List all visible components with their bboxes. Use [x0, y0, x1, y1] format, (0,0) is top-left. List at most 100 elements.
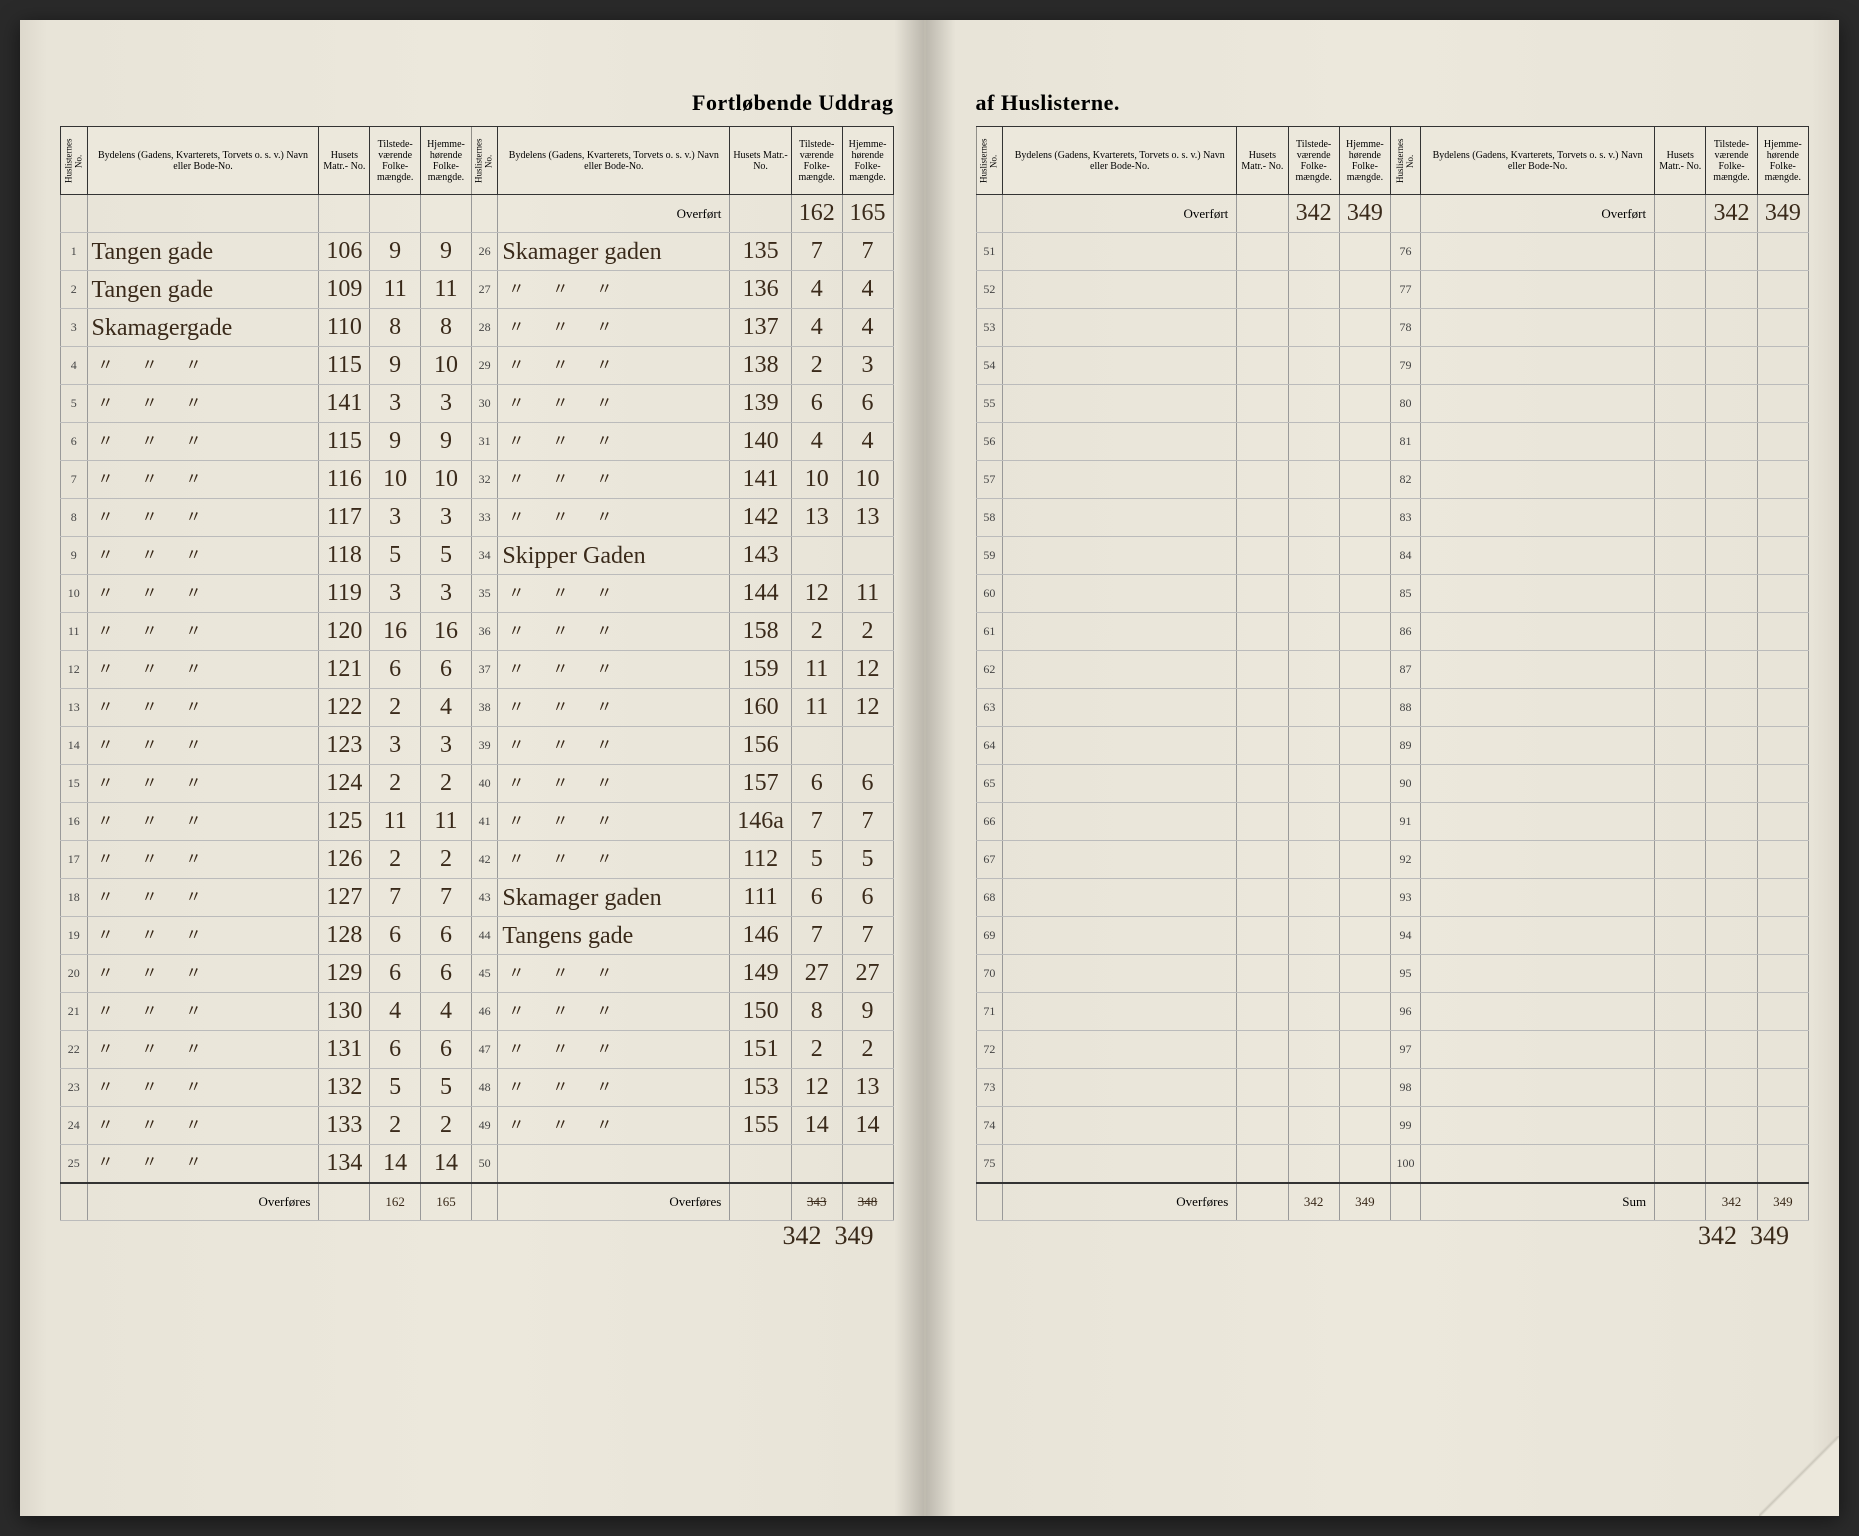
row-no: 14 — [61, 727, 88, 765]
row-no: 47 — [471, 1031, 498, 1069]
left-page: Fortløbende Uddrag Huslisternes No. Byde… — [20, 20, 926, 1516]
overfort-B-hjemme: 165 — [842, 195, 893, 233]
row-name-ditto: 〃〃〃 — [498, 385, 730, 423]
row-no: 77 — [1391, 271, 1421, 309]
hdr-A-bydelens: Bydelens (Gadens, Kvarterets, Torvets o.… — [87, 127, 319, 195]
row-name: Tangens gade — [498, 917, 730, 955]
row-num: 3 — [421, 727, 472, 765]
row-name-ditto: 〃〃〃 — [498, 727, 730, 765]
row-no: 92 — [1391, 841, 1421, 879]
row-num: 124 — [319, 765, 370, 803]
row-no: 11 — [61, 613, 88, 651]
row-num: 116 — [319, 461, 370, 499]
table-row: 20〃〃〃12966 45〃〃〃1492727 — [61, 955, 894, 993]
row-num: 6 — [842, 879, 893, 917]
row-no: 8 — [61, 499, 88, 537]
row-name-ditto: 〃〃〃 — [498, 613, 730, 651]
row-no: 4 — [61, 347, 88, 385]
row-num: 6 — [791, 765, 842, 803]
row-num: 111 — [730, 879, 791, 917]
table-row: 2Tangen gade1091111 27〃〃〃13644 — [61, 271, 894, 309]
sum-below-right: 342 349 — [976, 1221, 1810, 1251]
row-no: 19 — [61, 917, 88, 955]
row-num: 4 — [842, 271, 893, 309]
row-num — [842, 1145, 893, 1183]
row-name-ditto: 〃〃〃 — [87, 1069, 319, 1107]
row-no: 7 — [61, 461, 88, 499]
row-name-ditto: 〃〃〃 — [498, 347, 730, 385]
hdr-C-hjemme: Hjemme- hørende Folke- mængde. — [1339, 127, 1390, 195]
row-num: 2 — [370, 689, 421, 727]
overfort-C: Overført — [1003, 195, 1237, 233]
row-no: 93 — [1391, 879, 1421, 917]
row-num: 9 — [370, 233, 421, 271]
row-no: 96 — [1391, 993, 1421, 1031]
table-row: 13〃〃〃12224 38〃〃〃1601112 — [61, 689, 894, 727]
row-num: 2 — [421, 1107, 472, 1145]
table-row: 54 79 — [976, 347, 1809, 385]
row-no: 59 — [976, 537, 1003, 575]
footer-row: Overføres 162 165 Overføres 343 348 — [61, 1183, 894, 1221]
row-num: 14 — [421, 1145, 472, 1183]
overfort-D: Overført — [1421, 195, 1655, 233]
row-num: 143 — [730, 537, 791, 575]
row-num: 11 — [370, 803, 421, 841]
row-name-ditto: 〃〃〃 — [498, 309, 730, 347]
hdr-B-husets: Husets Matr.- No. — [730, 127, 791, 195]
row-num: 8 — [421, 309, 472, 347]
row-name-ditto: 〃〃〃 — [498, 765, 730, 803]
table-row: 63 88 — [976, 689, 1809, 727]
row-num: 150 — [730, 993, 791, 1031]
row-num: 3 — [370, 727, 421, 765]
row-num: 3 — [421, 385, 472, 423]
row-name-ditto: 〃〃〃 — [498, 689, 730, 727]
row-num: 11 — [421, 271, 472, 309]
overfores-A: Overføres — [87, 1183, 319, 1221]
row-num: 160 — [730, 689, 791, 727]
footer-C-hjemme: 349 — [1339, 1183, 1390, 1221]
hdr-D-bydelens: Bydelens (Gadens, Kvarterets, Torvets o.… — [1421, 127, 1655, 195]
table-row: 22〃〃〃13166 47〃〃〃15122 — [61, 1031, 894, 1069]
row-no: 80 — [1391, 385, 1421, 423]
table-row: 75 100 — [976, 1145, 1809, 1183]
row-name-ditto: 〃〃〃 — [87, 347, 319, 385]
row-no: 9 — [61, 537, 88, 575]
row-name: Tangen gade — [87, 233, 319, 271]
row-num: 4 — [421, 689, 472, 727]
table-row: 15〃〃〃12422 40〃〃〃15766 — [61, 765, 894, 803]
hdr-C-no: Huslisternes No. — [976, 127, 1003, 195]
row-num — [791, 537, 842, 575]
row-no: 5 — [61, 385, 88, 423]
footer-B-hjemme: 348 — [842, 1183, 893, 1221]
row-name-ditto: 〃〃〃 — [498, 1031, 730, 1069]
row-no: 66 — [976, 803, 1003, 841]
row-name-ditto: 〃〃〃 — [87, 1107, 319, 1145]
row-name-ditto: 〃〃〃 — [498, 651, 730, 689]
table-row: 72 97 — [976, 1031, 1809, 1069]
row-no: 85 — [1391, 575, 1421, 613]
row-num: 110 — [319, 309, 370, 347]
row-name: Skamagergade — [87, 309, 319, 347]
row-name-ditto: 〃〃〃 — [87, 537, 319, 575]
row-no: 56 — [976, 423, 1003, 461]
row-no: 10 — [61, 575, 88, 613]
row-num: 7 — [421, 879, 472, 917]
footer-B-tilstede: 343 — [791, 1183, 842, 1221]
row-no: 26 — [471, 233, 498, 271]
row-num: 6 — [791, 879, 842, 917]
footer-C-tilstede: 342 — [1288, 1183, 1339, 1221]
row-no: 100 — [1391, 1145, 1421, 1183]
row-no: 20 — [61, 955, 88, 993]
row-num: 142 — [730, 499, 791, 537]
row-num: 115 — [319, 423, 370, 461]
table-row: 24〃〃〃13322 49〃〃〃1551414 — [61, 1107, 894, 1145]
row-no: 72 — [976, 1031, 1003, 1069]
overfort-row-r: Overført 342 349 Overført 342 349 — [976, 195, 1809, 233]
row-num: 153 — [730, 1069, 791, 1107]
row-num: 2 — [370, 765, 421, 803]
table-row: 70 95 — [976, 955, 1809, 993]
row-num — [791, 1145, 842, 1183]
row-num: 5 — [421, 1069, 472, 1107]
row-name-ditto: 〃〃〃 — [498, 993, 730, 1031]
row-no: 24 — [61, 1107, 88, 1145]
